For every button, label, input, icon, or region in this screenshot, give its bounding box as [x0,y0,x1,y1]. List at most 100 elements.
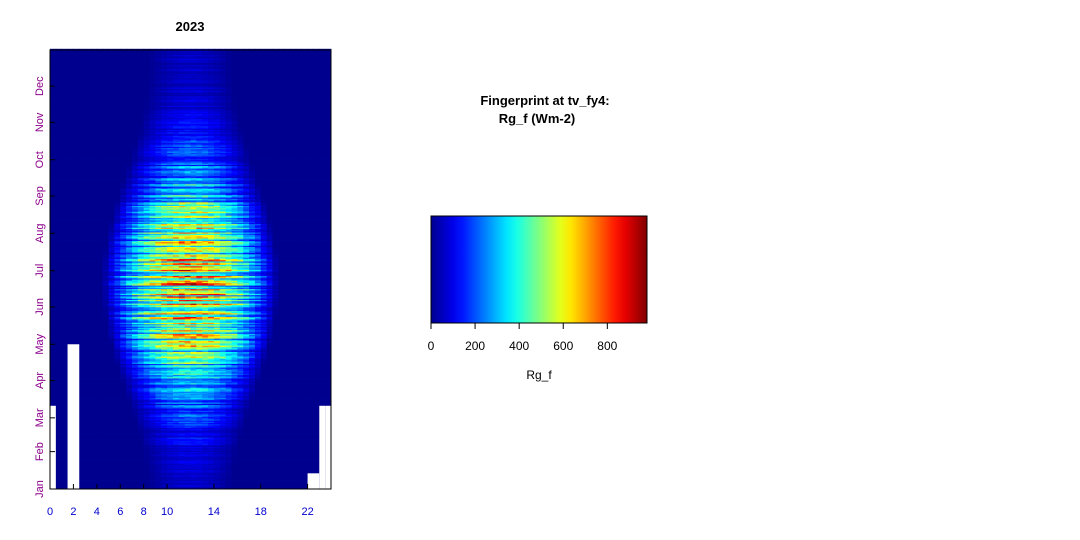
heatmap-cell [213,373,221,375]
heatmap-cell [55,460,63,462]
heatmap-cell [219,394,227,397]
heatmap-cell [319,372,326,374]
heatmap-cell [102,484,109,486]
heatmap-cell [55,482,63,485]
heatmap-cell [254,473,262,475]
heatmap-cell [167,387,174,390]
heatmap-cell [108,439,115,442]
heatmap-cell [295,438,303,440]
heatmap-cell [149,376,156,379]
heatmap-cell [260,410,267,413]
heatmap-cell [126,392,133,395]
heatmap-cell [155,375,162,378]
heatmap-cell [120,452,127,455]
heatmap-cell [143,396,150,398]
heatmap-cell [213,368,221,370]
heatmap-cell [272,378,279,380]
heatmap-cell [202,448,209,450]
heatmap-cell [272,481,279,484]
heatmap-cell [237,415,244,418]
heatmap-cell [178,476,186,479]
heatmap-cell [55,427,63,430]
heatmap-cell [90,429,98,432]
heatmap-cell [96,400,104,403]
heatmap-cell [307,455,314,457]
heatmap-cell [254,481,262,484]
heatmap-cell [167,462,174,465]
heatmap-cell [260,466,267,468]
heatmap-cell [167,460,174,462]
heatmap-cell [149,433,156,436]
heatmap-cell [202,435,209,438]
heatmap-cell [196,479,203,481]
heatmap-cell [307,449,314,451]
heatmap-cell [213,376,221,379]
heatmap-cell [290,469,297,472]
heatmap-cell [225,468,232,471]
heatmap-cell [213,479,221,481]
heatmap-cell [237,462,244,465]
heatmap-cell [184,399,191,402]
heatmap-cell [249,472,256,474]
heatmap-cell [167,413,174,415]
heatmap-cell [161,449,168,451]
heatmap-cell [225,405,232,408]
heatmap-cell [137,421,145,424]
heatmap-cell [61,365,68,368]
heatmap-cell [231,378,238,380]
heatmap-cell [149,451,156,454]
heatmap-cell [108,397,115,399]
heatmap-cell [260,443,267,445]
heatmap-cell [202,417,209,420]
heatmap-cell [137,376,145,379]
heatmap-cell [266,374,273,377]
heatmap-cell [295,405,303,408]
heatmap-cell [219,486,227,489]
heatmap-cell [149,384,156,386]
heatmap-cell [213,409,221,411]
heatmap-cell [143,417,150,420]
heatmap-cell [108,402,115,404]
heatmap-cell [295,449,303,451]
heatmap-cell [131,397,139,399]
heatmap-cell [102,478,109,480]
heatmap-cell [161,390,168,392]
heatmap-cell [131,449,139,451]
heatmap-cell [102,470,109,473]
heatmap-cell [61,439,68,442]
heatmap-cell [196,375,203,378]
heatmap-cell [295,378,303,380]
heatmap-cell [237,388,244,391]
heatmap-cell [184,435,191,438]
heatmap-cell [219,378,227,380]
heatmap-cell [295,476,303,479]
heatmap-cell [225,444,232,446]
heatmap-cell [231,450,238,453]
heatmap-cell [301,421,308,424]
heatmap-cell [120,479,127,481]
heatmap-cell [208,456,215,459]
heatmap-cell [190,443,197,445]
heatmap-cell [90,464,98,467]
heatmap-cell [243,476,250,479]
heatmap-cell [284,441,291,444]
heatmap-cell [114,385,121,387]
heatmap-cell [172,402,180,404]
heatmap-cell [108,451,115,454]
heatmap-cell [208,393,215,396]
heatmap-cell [190,422,197,425]
heatmap-cell [79,469,86,472]
heatmap-cell [196,416,203,419]
heatmap-cell [90,376,98,379]
heatmap-cell [102,433,109,436]
heatmap-cell [143,474,150,477]
heatmap-cell [301,484,308,486]
heatmap-cell [295,382,303,385]
heatmap-cell [237,443,244,445]
heatmap-cell [208,451,215,454]
heatmap-cell [237,423,244,426]
heatmap-cell [137,406,145,409]
heatmap-cell [278,419,285,421]
heatmap-cell [137,448,145,450]
heatmap-cell [319,385,326,387]
